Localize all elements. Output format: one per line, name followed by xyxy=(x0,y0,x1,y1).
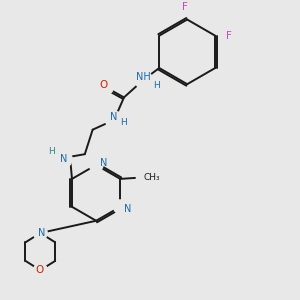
Text: CH₃: CH₃ xyxy=(144,173,160,182)
Text: H: H xyxy=(153,81,160,90)
Text: H: H xyxy=(121,118,127,127)
Text: F: F xyxy=(182,2,188,12)
Circle shape xyxy=(113,200,127,214)
Circle shape xyxy=(135,71,152,88)
Circle shape xyxy=(105,111,123,129)
Text: O: O xyxy=(35,265,44,275)
Text: NH: NH xyxy=(136,72,151,82)
Circle shape xyxy=(55,150,72,168)
Circle shape xyxy=(100,81,113,94)
Text: N: N xyxy=(124,204,132,214)
Circle shape xyxy=(89,158,103,172)
Circle shape xyxy=(34,226,47,240)
Text: N: N xyxy=(100,158,108,168)
Text: H: H xyxy=(48,147,55,156)
Text: N: N xyxy=(60,154,67,164)
Text: N: N xyxy=(110,112,118,122)
Text: N: N xyxy=(38,228,45,238)
Circle shape xyxy=(34,263,47,277)
Text: F: F xyxy=(226,31,232,41)
Text: O: O xyxy=(99,80,107,90)
